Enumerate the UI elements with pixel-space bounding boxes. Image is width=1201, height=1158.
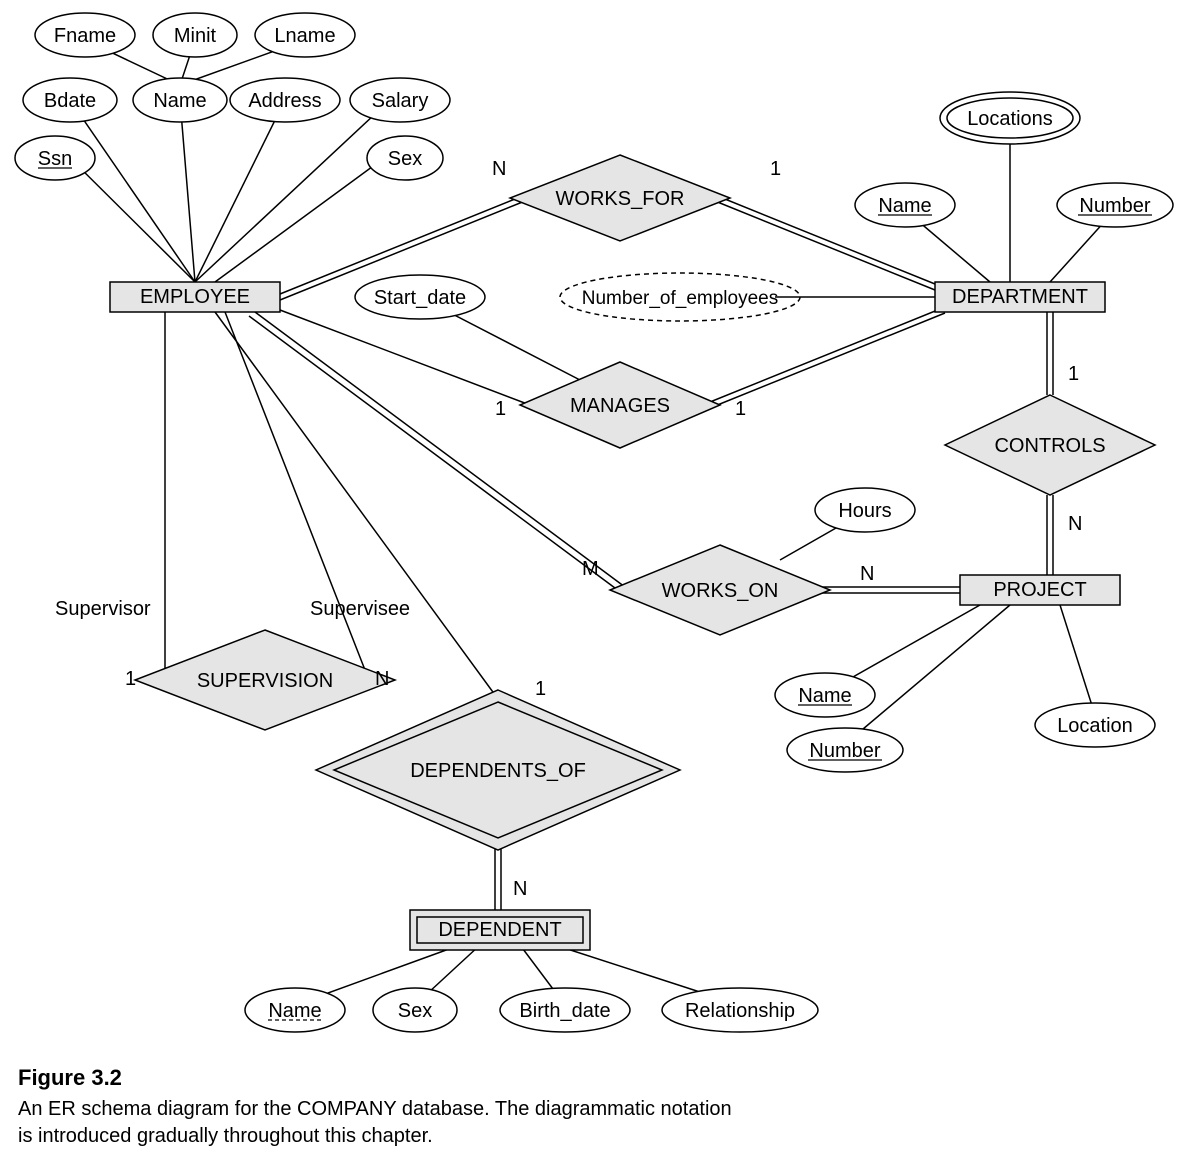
attr-dep-sex: Sex	[373, 988, 457, 1032]
svg-text:Number: Number	[809, 740, 880, 762]
card-worksfor-1: 1	[770, 158, 781, 180]
svg-text:DEPENDENT: DEPENDENT	[438, 919, 561, 941]
svg-text:DEPENDENTS_OF: DEPENDENTS_OF	[410, 760, 586, 782]
role-supervisor: Supervisor	[55, 598, 151, 620]
svg-text:Name: Name	[268, 1000, 321, 1022]
card-manages-dept: 1	[735, 398, 746, 420]
svg-text:Ssn: Ssn	[38, 148, 72, 170]
svg-text:DEPARTMENT: DEPARTMENT	[952, 286, 1088, 308]
attr-lname: Lname	[255, 13, 355, 57]
attr-dept-number: Number	[1057, 183, 1173, 227]
er-diagram: Fname Minit Lname Bdate Name Address Sal…	[0, 0, 1201, 1158]
edge-proj-number	[850, 605, 1010, 740]
edge-emp-salary	[195, 100, 390, 282]
attr-salary: Salary	[350, 78, 450, 122]
attr-ssn: Ssn	[15, 136, 95, 180]
caption-line1: An ER schema diagram for the COMPANY dat…	[18, 1098, 732, 1120]
svg-text:Number_of_employees: Number_of_employees	[582, 288, 778, 309]
edge-emp-workson-1	[255, 312, 625, 587]
entity-dependent: DEPENDENT	[410, 910, 590, 950]
svg-text:Name: Name	[153, 90, 206, 112]
svg-text:Sex: Sex	[398, 1000, 432, 1022]
card-worksfor-n: N	[492, 158, 506, 180]
svg-text:Salary: Salary	[372, 90, 429, 112]
attr-fname: Fname	[35, 13, 135, 57]
attr-minit: Minit	[153, 13, 237, 57]
entity-project: PROJECT	[960, 575, 1120, 605]
svg-text:Birth_date: Birth_date	[519, 1000, 610, 1022]
card-manages-emp: 1	[495, 398, 506, 420]
svg-text:CONTROLS: CONTROLS	[994, 435, 1105, 457]
rel-manages: MANAGES	[520, 362, 720, 448]
edge-dept-manages-2	[710, 313, 945, 408]
entity-employee: EMPLOYEE	[110, 282, 280, 312]
edge-emp-sex	[215, 150, 395, 282]
rel-works-on: WORKS_ON	[610, 545, 830, 635]
attr-dept-numemp: Number_of_employees	[560, 273, 800, 321]
svg-text:Start_date: Start_date	[374, 287, 466, 309]
edge-emp-workson-2	[249, 316, 619, 591]
attr-dep-birth: Birth_date	[500, 988, 630, 1032]
card-workson-n: N	[860, 563, 874, 585]
svg-text:SUPERVISION: SUPERVISION	[197, 670, 333, 692]
rel-controls: CONTROLS	[945, 395, 1155, 495]
svg-text:Bdate: Bdate	[44, 90, 96, 112]
attr-start-date: Start_date	[355, 275, 485, 319]
entity-department: DEPARTMENT	[935, 282, 1105, 312]
attr-proj-name: Name	[775, 673, 875, 717]
svg-text:Address: Address	[248, 90, 321, 112]
attr-proj-number: Number	[787, 728, 903, 772]
card-sup-n: N	[375, 668, 389, 690]
caption-title: Figure 3.2	[18, 1065, 122, 1090]
svg-text:Number: Number	[1079, 195, 1150, 217]
svg-text:Name: Name	[798, 685, 851, 707]
attr-address: Address	[230, 78, 340, 122]
svg-text:Lname: Lname	[274, 25, 335, 47]
card-workson-m: M	[582, 558, 599, 580]
rel-works-for: WORKS_FOR	[510, 155, 730, 241]
edge-emp-address	[195, 100, 285, 282]
edge-manages-startdate	[435, 305, 580, 380]
edge-proj-location	[1060, 605, 1095, 715]
svg-text:Locations: Locations	[967, 108, 1053, 130]
svg-text:Relationship: Relationship	[685, 1000, 795, 1022]
attr-dept-name: Name	[855, 183, 955, 227]
attr-name: Name	[133, 78, 227, 122]
svg-text:EMPLOYEE: EMPLOYEE	[140, 286, 250, 308]
card-controls-1: 1	[1068, 363, 1079, 385]
svg-text:MANAGES: MANAGES	[570, 395, 670, 417]
attr-dep-name: Name	[245, 988, 345, 1032]
attr-proj-location: Location	[1035, 703, 1155, 747]
svg-text:Fname: Fname	[54, 25, 116, 47]
card-controls-n: N	[1068, 513, 1082, 535]
card-sup-1: 1	[125, 668, 136, 690]
svg-text:Hours: Hours	[838, 500, 891, 522]
svg-text:WORKS_ON: WORKS_ON	[662, 580, 779, 602]
attr-dep-rel: Relationship	[662, 988, 818, 1032]
card-depof-1: 1	[535, 678, 546, 700]
role-supervisee: Supervisee	[310, 598, 410, 620]
edge-emp-name	[180, 100, 195, 282]
svg-text:Minit: Minit	[174, 25, 217, 47]
svg-text:WORKS_FOR: WORKS_FOR	[556, 188, 685, 210]
card-depof-n: N	[513, 878, 527, 900]
svg-text:PROJECT: PROJECT	[993, 579, 1086, 601]
rel-dependents-of: DEPENDENTS_OF	[316, 690, 680, 850]
edge-emp-bdate	[70, 100, 195, 282]
attr-bdate: Bdate	[23, 78, 117, 122]
svg-text:Name: Name	[878, 195, 931, 217]
edge-emp-manages	[280, 310, 530, 405]
edge-dept-manages-1	[710, 307, 945, 402]
attr-hours: Hours	[815, 488, 915, 532]
svg-text:Sex: Sex	[388, 148, 422, 170]
caption-line2: is introduced gradually throughout this …	[18, 1125, 433, 1147]
svg-text:Location: Location	[1057, 715, 1133, 737]
attr-dept-locations: Locations	[940, 92, 1080, 144]
attr-sex: Sex	[367, 136, 443, 180]
